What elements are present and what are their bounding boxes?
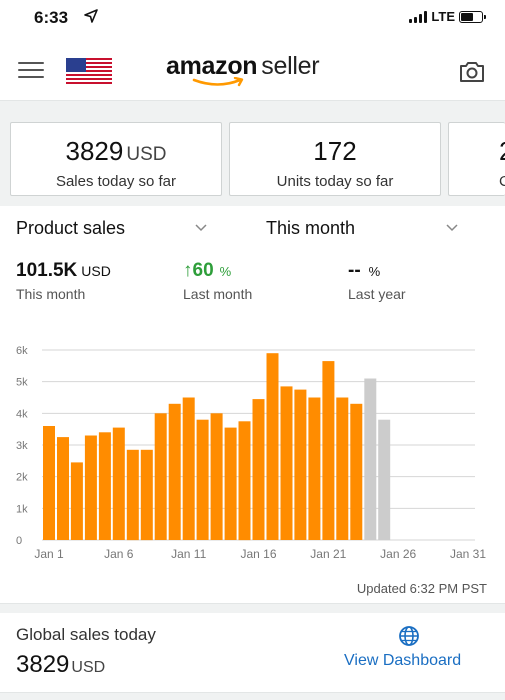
status-right: LTE [409, 9, 486, 24]
chart-bar [210, 413, 223, 540]
chart-x-tick-label: Jan 11 [171, 547, 206, 561]
last-year-value: -- [348, 260, 361, 281]
chart-bar [43, 426, 55, 540]
chart-bar [154, 413, 167, 540]
units-today-label: Units today so far [276, 173, 394, 190]
last-year-label: Last year [348, 286, 406, 302]
last-year-change: --% [348, 260, 380, 282]
global-sales-unit: USD [71, 659, 106, 676]
global-sales-value: 3829 USD [16, 651, 106, 678]
chart-bar [378, 419, 391, 540]
chart-y-tick-label: 5k [16, 377, 28, 389]
chart-bar [182, 397, 195, 540]
chart-bar [336, 397, 349, 540]
chart-bar [322, 361, 335, 540]
metric-chevron-down-icon[interactable] [195, 224, 207, 232]
chart-bar [70, 462, 83, 540]
bottom-divider [0, 692, 505, 700]
us-flag-icon[interactable] [66, 58, 112, 84]
chart-y-tick-label: 0 [16, 535, 22, 547]
amazon-seller-logo: amazon seller [166, 52, 320, 88]
status-time: 6:33 [34, 8, 69, 27]
chart-bar [112, 427, 125, 540]
last-year-unit: % [368, 264, 381, 279]
chart-y-tick-label: 4k [16, 408, 28, 420]
last-month-unit: % [219, 264, 232, 279]
units-today-value: 172 [313, 136, 357, 166]
last-month-value: 60 [192, 260, 214, 281]
chart-bar [126, 449, 139, 541]
metric-selector[interactable]: Product sales [16, 218, 126, 238]
global-sales-label: Global sales today [16, 625, 156, 644]
chart-bar [98, 432, 111, 540]
chart-y-tick-label: 2k [16, 472, 28, 484]
third-card-label: C [499, 173, 505, 190]
this-month-unit: USD [81, 263, 111, 279]
summary-cards: 3829 USD Sales today so far 172 Units tod… [0, 110, 505, 206]
chart-bar [280, 386, 293, 540]
last-month-label: Last month [183, 286, 253, 302]
chart-x-tick-label: Jan 21 [310, 547, 346, 561]
chart-x-tick-label: Jan 31 [450, 547, 486, 561]
chart-bar [266, 353, 279, 540]
logo-light: seller [261, 52, 320, 80]
period-selector[interactable]: This month [266, 218, 356, 238]
third-card[interactable]: 2 C [448, 122, 505, 196]
chart-bar [84, 435, 97, 540]
chart-bar [308, 397, 321, 540]
chart-y-tick-label: 1k [16, 503, 28, 515]
sales-today-unit: USD [126, 144, 167, 165]
app-header: amazon seller [0, 34, 505, 100]
sales-bar-chart[interactable]: 0 1k 2k 3k 4k 5k 6k Jan 1 Jan 6 Jan 11 Jan 16 Jan 2… [0, 330, 505, 570]
status-bar: 6:33 LTE [0, 0, 505, 34]
chart-x-tick-label: Jan 16 [240, 547, 276, 561]
chart-y-tick-label: 3k [16, 440, 28, 452]
chart-bar [364, 378, 377, 540]
globe-icon[interactable] [398, 625, 420, 647]
smile-arrow-icon [192, 77, 244, 87]
chart-bar [252, 399, 265, 540]
units-today-card[interactable]: 172 Units today so far [229, 122, 441, 196]
chart-bar [57, 437, 69, 540]
chart-bar [168, 403, 181, 540]
this-month-value: 101.5K USD [16, 260, 111, 281]
battery-icon [459, 10, 486, 23]
header-divider [0, 100, 505, 110]
menu-icon[interactable] [18, 62, 44, 78]
chart-bar [294, 389, 307, 540]
chart-bar [140, 449, 153, 541]
updated-timestamp: Updated 6:32 PM PST [356, 581, 487, 596]
view-dashboard-link[interactable]: View Dashboard [344, 652, 462, 669]
camera-icon[interactable] [458, 60, 486, 84]
sales-today-card[interactable]: 3829 USD Sales today so far [10, 122, 222, 196]
chart-y-tick-label: 6k [16, 345, 28, 357]
section-divider [0, 603, 505, 613]
period-chevron-down-icon[interactable] [446, 224, 458, 232]
chart-x-tick-label: Jan 1 [34, 547, 64, 561]
up-arrow-icon: ↑ [183, 260, 193, 281]
network-type: LTE [431, 9, 455, 24]
sales-today-value: 3829 [65, 136, 124, 166]
chart-bar [350, 403, 363, 540]
chart-bar [238, 421, 251, 541]
this-month-label: This month [16, 286, 86, 302]
sales-today-label: Sales today so far [55, 173, 177, 190]
chart-x-tick-label: Jan 26 [380, 547, 416, 561]
chart-x-tick-label: Jan 6 [104, 547, 134, 561]
chart-bar [196, 419, 209, 540]
location-arrow-icon [84, 9, 98, 23]
last-month-change: ↑60% [183, 260, 231, 282]
third-card-value: 2 [499, 136, 505, 166]
chart-bar [224, 427, 237, 540]
logo-bold: amazon [166, 52, 258, 80]
signal-icon [409, 10, 428, 23]
